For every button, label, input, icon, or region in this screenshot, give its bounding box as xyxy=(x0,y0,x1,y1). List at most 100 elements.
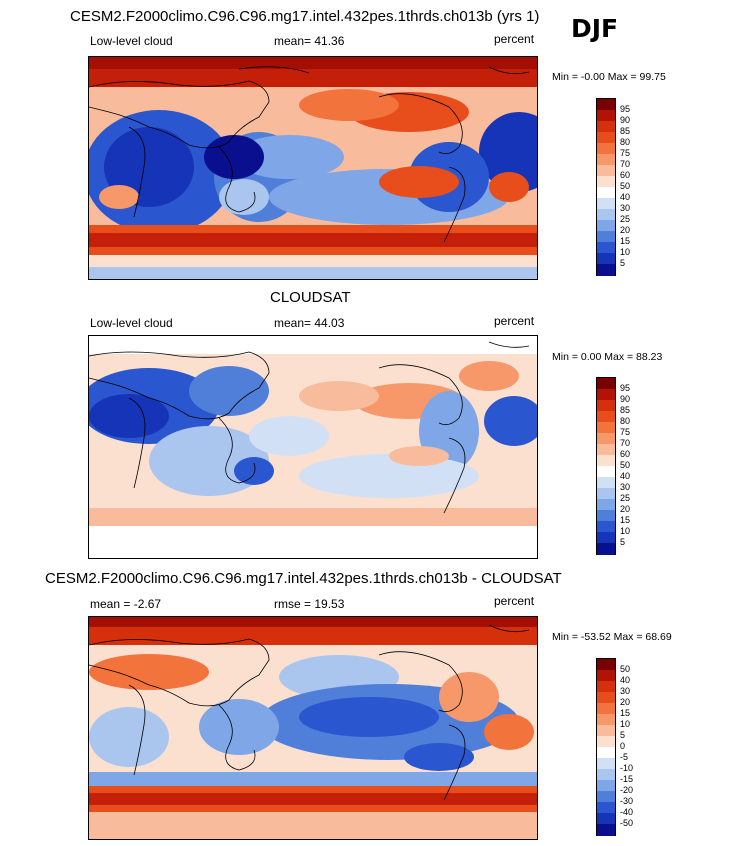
colorbar-tick-label: 20 xyxy=(620,697,631,707)
colorbar-swatch xyxy=(597,747,615,759)
colorbar-swatch xyxy=(597,378,615,390)
colorbar-tick-label: 95 xyxy=(620,383,631,393)
panel3-left-label: mean = -2.67 xyxy=(90,597,162,611)
colorbar-tick-label: 60 xyxy=(620,449,631,459)
colorbar-tick-label: 0 xyxy=(620,741,626,751)
colorbar-tick-label: 60 xyxy=(620,170,631,180)
colorbar-swatch xyxy=(597,466,615,478)
colorbar-tick-label: 15 xyxy=(620,708,631,718)
colorbar-tick-label: 40 xyxy=(620,471,631,481)
panel2-minmax: Min = 0.00 Max = 88.23 xyxy=(552,351,663,363)
colorbar-swatch xyxy=(597,510,615,522)
colorbar-swatch xyxy=(597,802,615,814)
panel3-minmax: Min = -53.52 Max = 68.69 xyxy=(552,631,672,643)
panel3-map xyxy=(88,616,538,840)
colorbar-tick-label: 30 xyxy=(620,482,631,492)
colorbar-swatch xyxy=(597,198,615,210)
colorbar-tick-label: 40 xyxy=(620,192,631,202)
colorbar-tick-label: 30 xyxy=(620,686,631,696)
colorbar-tick-label: 20 xyxy=(620,225,631,235)
colorbar-tick-label: 80 xyxy=(620,137,631,147)
colorbar-tick-label: -50 xyxy=(620,818,634,828)
colorbar-swatch xyxy=(597,411,615,423)
colorbar-swatch xyxy=(597,253,615,265)
colorbar-swatch xyxy=(597,703,615,715)
colorbar-tick-label: 80 xyxy=(620,416,631,426)
colorbar-swatch xyxy=(597,477,615,489)
colorbar-swatch xyxy=(597,725,615,737)
panel3-stat-label: rmse = 19.53 xyxy=(274,597,345,611)
colorbar-swatch xyxy=(597,824,615,836)
colorbar-tick-label: 10 xyxy=(620,526,631,536)
colorbar-tick-label: -30 xyxy=(620,796,634,806)
colorbar-swatch xyxy=(597,769,615,781)
panel2-units: percent xyxy=(494,314,535,328)
colorbar-swatch xyxy=(597,758,615,770)
colorbar-tick-label: 70 xyxy=(620,438,631,448)
colorbar-swatch xyxy=(597,681,615,693)
colorbar-tick-label: 50 xyxy=(620,664,631,674)
colorbar-swatch xyxy=(597,532,615,544)
panel3-colorbar xyxy=(596,658,616,836)
colorbar-swatch xyxy=(597,121,615,133)
colorbar-tick-label: -40 xyxy=(620,807,634,817)
colorbar-swatch xyxy=(597,499,615,511)
colorbar-swatch xyxy=(597,813,615,825)
colorbar-swatch xyxy=(597,791,615,803)
colorbar-swatch xyxy=(597,242,615,254)
colorbar-tick-label: 85 xyxy=(620,405,631,415)
panel1-stat-label: mean= 41.36 xyxy=(274,34,345,48)
colorbar-tick-label: 20 xyxy=(620,504,631,514)
colorbar-tick-label: -5 xyxy=(620,752,629,762)
panel2-title: CLOUDSAT xyxy=(270,289,351,306)
colorbar-swatch xyxy=(597,231,615,243)
panel3-units: percent xyxy=(494,594,535,608)
colorbar-swatch xyxy=(597,543,615,555)
colorbar-swatch xyxy=(597,488,615,500)
colorbar-swatch xyxy=(597,444,615,456)
colorbar-swatch xyxy=(597,422,615,434)
colorbar-swatch xyxy=(597,521,615,533)
colorbar-tick-label: -15 xyxy=(620,774,634,784)
colorbar-tick-label: 5 xyxy=(620,537,626,547)
colorbar-swatch xyxy=(597,659,615,671)
panel1-units: percent xyxy=(494,32,535,46)
colorbar-tick-label: 15 xyxy=(620,236,631,246)
colorbar-swatch xyxy=(597,99,615,111)
panel1-title: CESM2.F2000climo.C96.C96.mg17.intel.432p… xyxy=(70,8,540,25)
panel2-left-label: Low-level cloud xyxy=(90,316,173,330)
colorbar-swatch xyxy=(597,714,615,726)
colorbar-tick-label: -10 xyxy=(620,763,634,773)
colorbar-swatch xyxy=(597,455,615,467)
panel2-stat-label: mean= 44.03 xyxy=(274,316,345,330)
colorbar-tick-label: 75 xyxy=(620,148,631,158)
colorbar-tick-label: 25 xyxy=(620,493,631,503)
colorbar-tick-label: 90 xyxy=(620,394,631,404)
colorbar-swatch xyxy=(597,110,615,122)
panel3-title: CESM2.F2000climo.C96.C96.mg17.intel.432p… xyxy=(45,570,562,587)
panel1-map xyxy=(88,56,538,280)
colorbar-swatch xyxy=(597,165,615,177)
colorbar-tick-label: 15 xyxy=(620,515,631,525)
panel2-colorbar xyxy=(596,377,616,555)
colorbar-tick-label: 50 xyxy=(620,181,631,191)
colorbar-tick-label: 25 xyxy=(620,214,631,224)
colorbar-tick-label: 70 xyxy=(620,159,631,169)
colorbar-tick-label: 10 xyxy=(620,719,631,729)
colorbar-tick-label: -20 xyxy=(620,785,634,795)
colorbar-swatch xyxy=(597,220,615,232)
colorbar-tick-label: 75 xyxy=(620,427,631,437)
colorbar-tick-label: 50 xyxy=(620,460,631,470)
colorbar-tick-label: 40 xyxy=(620,675,631,685)
colorbar-swatch xyxy=(597,176,615,188)
colorbar-tick-label: 5 xyxy=(620,730,626,740)
colorbar-swatch xyxy=(597,400,615,412)
colorbar-swatch xyxy=(597,264,615,276)
colorbar-swatch xyxy=(597,692,615,704)
season-label: DJF xyxy=(571,14,619,43)
panel1-colorbar xyxy=(596,98,616,276)
panel1-minmax: Min = -0.00 Max = 99.75 xyxy=(552,71,666,83)
colorbar-swatch xyxy=(597,780,615,792)
colorbar-swatch xyxy=(597,143,615,155)
panel2-map xyxy=(88,335,538,559)
